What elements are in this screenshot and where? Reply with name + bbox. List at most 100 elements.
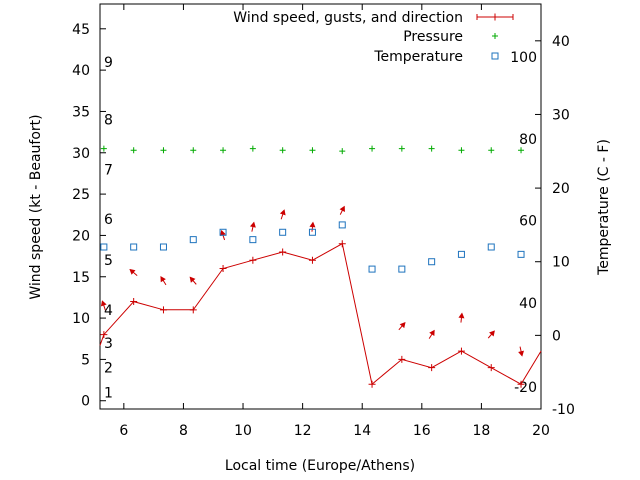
arrow-head bbox=[339, 205, 345, 212]
beaufort-label: 4 bbox=[104, 303, 113, 319]
wind-speed-point bbox=[159, 306, 167, 314]
wind-speed-point bbox=[368, 380, 376, 388]
beaufort-label: 2 bbox=[104, 361, 113, 377]
x-tick-label: 8 bbox=[179, 423, 188, 439]
y-left-tick-label: 5 bbox=[81, 352, 90, 368]
beaufort-label: 8 bbox=[104, 113, 113, 129]
legend-pressure-marker bbox=[492, 33, 498, 39]
y-axis-left-label: Wind speed (kt - Beaufort) bbox=[28, 114, 44, 299]
pressure-point bbox=[488, 147, 495, 154]
pressure-point bbox=[220, 147, 227, 154]
wind-direction-arrow bbox=[518, 346, 524, 357]
fahrenheit-label: 40 bbox=[519, 296, 537, 312]
x-tick-label: 10 bbox=[234, 423, 252, 439]
wind-speed-point bbox=[428, 364, 436, 372]
x-tick-label: 18 bbox=[472, 423, 490, 439]
wind-speed-point bbox=[487, 364, 495, 372]
temperature-point bbox=[517, 250, 525, 258]
x-tick-label: 14 bbox=[353, 423, 371, 439]
tick-marks bbox=[100, 4, 542, 410]
arrow-head bbox=[458, 312, 465, 319]
pressure-point bbox=[458, 147, 465, 154]
arrow-head bbox=[160, 276, 166, 283]
pressure-point bbox=[369, 145, 376, 152]
y-right-tick-label: -10 bbox=[552, 402, 575, 418]
arrow-head bbox=[279, 209, 286, 216]
temperature-point bbox=[249, 236, 257, 244]
beaufort-label: 9 bbox=[104, 55, 113, 71]
pressure-point bbox=[398, 145, 405, 152]
arrow-head bbox=[489, 330, 495, 337]
arrow-head bbox=[309, 221, 316, 228]
wind-speed-point bbox=[249, 256, 257, 264]
wind-direction-arrow bbox=[189, 276, 197, 285]
y-left-tick-label: 20 bbox=[72, 228, 90, 244]
pressure-point bbox=[190, 147, 197, 154]
x-tick-label: 6 bbox=[119, 423, 128, 439]
wind-speed-point bbox=[100, 331, 108, 339]
pressure-point bbox=[160, 147, 167, 154]
y-left-tick-label: 0 bbox=[81, 394, 90, 410]
pressure-point bbox=[249, 145, 256, 152]
temperature-point bbox=[100, 243, 108, 251]
beaufort-label: 5 bbox=[104, 253, 113, 269]
pressure-point bbox=[428, 145, 435, 152]
wind-speed-line bbox=[99, 242, 542, 386]
temperature-point bbox=[398, 265, 406, 273]
legend: Wind speed, gusts, and direction Pressure… bbox=[233, 10, 514, 65]
temperature-point bbox=[487, 243, 495, 251]
temperature-point bbox=[279, 228, 287, 236]
arrow-head bbox=[220, 229, 226, 237]
arrow-head bbox=[189, 276, 196, 283]
wind-speed-point bbox=[457, 347, 465, 355]
plot-frame bbox=[99, 3, 542, 410]
pressure-point bbox=[100, 145, 107, 152]
temperature-point bbox=[219, 228, 227, 236]
wind-speed-point bbox=[219, 264, 227, 272]
wind-direction-arrow bbox=[129, 268, 138, 277]
arrow-head bbox=[129, 268, 136, 275]
arrow-head bbox=[399, 322, 406, 329]
arrow-head bbox=[518, 350, 524, 357]
wind-speed-point bbox=[308, 256, 316, 264]
y-left-tick-label: 15 bbox=[72, 270, 90, 286]
temperature-point bbox=[159, 243, 167, 251]
wind-direction-arrow bbox=[428, 329, 435, 339]
data-marks bbox=[99, 145, 542, 388]
y-left-tick-label: 35 bbox=[72, 104, 90, 120]
x-axis-label: Local time (Europe/Athens) bbox=[225, 458, 415, 474]
legend-wind-marker bbox=[491, 13, 499, 21]
beaufort-label: 7 bbox=[104, 162, 113, 178]
fahrenheit-label: 80 bbox=[519, 132, 537, 148]
x-tick-label: 20 bbox=[532, 423, 550, 439]
beaufort-label: 6 bbox=[104, 212, 113, 228]
y-right-tick-label: 20 bbox=[552, 181, 570, 197]
legend-wind-label: Wind speed, gusts, and direction bbox=[233, 10, 463, 26]
y-left-tick-label: 10 bbox=[72, 311, 90, 327]
wind-speed-point bbox=[517, 380, 525, 388]
wind-direction-arrow bbox=[100, 300, 107, 311]
y-right-tick-label: 30 bbox=[552, 107, 570, 123]
pressure-point bbox=[130, 147, 137, 154]
y-left-tick-label: 40 bbox=[72, 63, 90, 79]
wind-direction-arrow bbox=[458, 312, 465, 323]
pressure-point bbox=[518, 147, 525, 154]
legend-temperature-marker bbox=[491, 52, 499, 60]
temperature-point bbox=[130, 243, 138, 251]
legend-pressure-label: Pressure bbox=[403, 29, 463, 45]
temperature-point bbox=[338, 221, 346, 229]
wind-speed-point bbox=[338, 240, 346, 248]
wind-speed-point bbox=[398, 355, 406, 363]
y-right-tick-label: 0 bbox=[552, 328, 561, 344]
fahrenheit-label: 100 bbox=[510, 50, 537, 66]
beaufort-label: 3 bbox=[104, 336, 113, 352]
legend-temperature-label: Temperature bbox=[373, 49, 463, 65]
x-tick-label: 16 bbox=[413, 423, 431, 439]
wind-direction-arrow bbox=[487, 330, 495, 339]
beaufort-label: 1 bbox=[104, 385, 113, 401]
arrow-head bbox=[100, 300, 107, 307]
wind-direction-arrow bbox=[279, 209, 286, 220]
wind-direction-arrow bbox=[309, 221, 316, 232]
y-right-tick-label: 40 bbox=[552, 34, 570, 50]
